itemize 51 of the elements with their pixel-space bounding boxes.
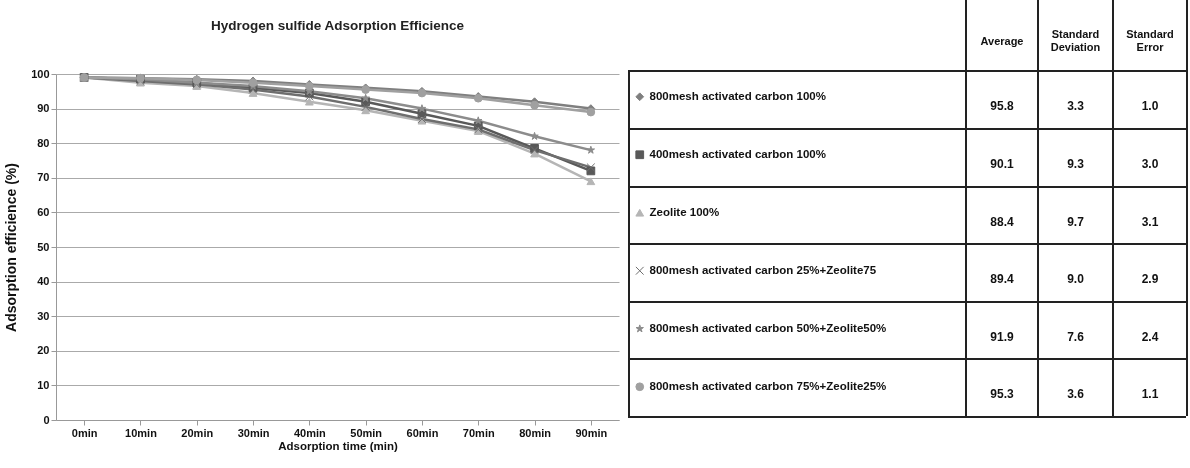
- chart-title: Hydrogen sulfide Adsorption Efficience: [210, 17, 465, 33]
- text: 3.6: [1066, 386, 1085, 403]
- y-tick-label: 90: [37, 102, 50, 115]
- legend-label: 800mesh activated carbon 25%+Zeolite75: [649, 263, 877, 276]
- text: Average: [979, 33, 1025, 49]
- y-tick-label: 70: [37, 171, 50, 184]
- y-tick-label: 20: [37, 344, 50, 357]
- y-tick-label: 40: [37, 275, 50, 288]
- x-tick-label: 30min: [237, 426, 270, 439]
- legend-label: 800mesh activated carbon 75%+Zeolite25%: [649, 379, 887, 392]
- text: 95.8: [989, 98, 1015, 115]
- text: 88.4: [989, 213, 1015, 231]
- x-tick-label: 20min: [181, 426, 214, 439]
- text: 1.1: [1140, 386, 1160, 403]
- y-tick-label: 60: [37, 205, 50, 218]
- x-tick-label: 90min: [575, 426, 608, 439]
- legend-label: Zeolite 100%: [649, 205, 720, 218]
- text: 9.7: [1066, 213, 1085, 231]
- text: 95.3: [989, 386, 1015, 403]
- legend-label: 800mesh activated carbon 50%+Zeolite50%: [649, 321, 887, 334]
- x-tick-label: 70min: [462, 426, 495, 439]
- x-tick-label: 0min: [71, 426, 98, 439]
- x-tick-label: 10min: [125, 426, 158, 439]
- text: 9.3: [1066, 156, 1085, 173]
- text: 91.9: [989, 328, 1015, 346]
- text: 1.0: [1140, 98, 1160, 115]
- x-axis-title: Adsorption time (min): [278, 439, 398, 452]
- y-tick-label: 10: [37, 378, 50, 391]
- y-axis-title: Adsorption efficience (%): [3, 163, 20, 332]
- text: 3.1: [1140, 213, 1160, 231]
- text: 9.0: [1066, 271, 1085, 288]
- y-tick-label: 50: [37, 240, 50, 253]
- text: Standard Deviation: [1049, 27, 1102, 55]
- legend-label: 800mesh activated carbon 100%: [649, 89, 826, 102]
- y-tick-label: 100: [31, 67, 50, 80]
- y-tick-label: 30: [37, 309, 50, 322]
- text: 2.9: [1140, 271, 1160, 288]
- x-tick-label: 60min: [406, 426, 439, 439]
- x-tick-label: 40min: [293, 426, 327, 439]
- text: 90.1: [989, 156, 1015, 173]
- text: Standard Error: [1125, 27, 1175, 55]
- y-tick-label: 80: [37, 136, 50, 149]
- text: 3.0: [1140, 156, 1160, 173]
- legend-label: 400mesh activated carbon 100%: [649, 147, 826, 160]
- x-tick-label: 80min: [519, 426, 552, 439]
- text: 89.4: [989, 271, 1015, 288]
- text: 7.6: [1066, 328, 1085, 346]
- text: 3.3: [1066, 98, 1085, 115]
- text: 2.4: [1140, 328, 1160, 346]
- y-tick-label: 0: [43, 413, 50, 426]
- x-tick-label: 50min: [350, 426, 383, 439]
